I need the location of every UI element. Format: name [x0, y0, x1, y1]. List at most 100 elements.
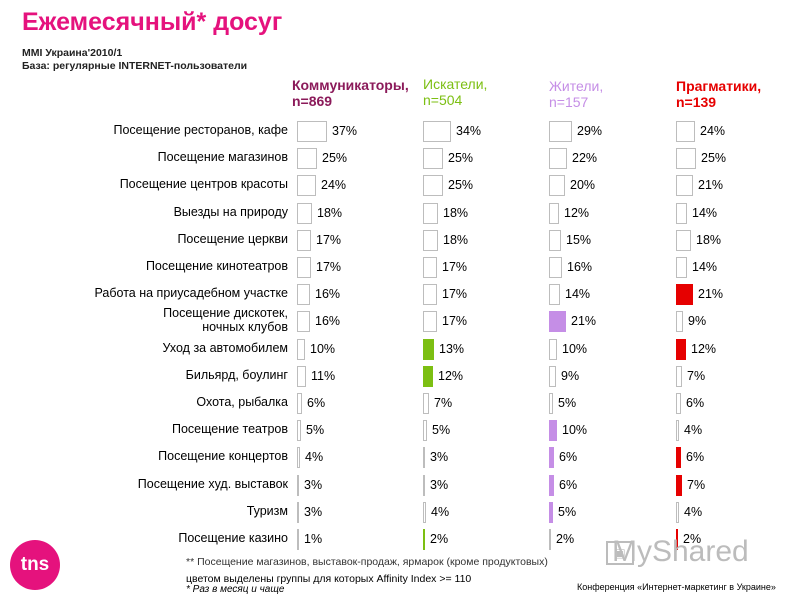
row-label: Посещение церкви: [177, 231, 288, 246]
bar: [297, 420, 301, 442]
bar: [423, 257, 437, 278]
bar: [549, 311, 566, 333]
bar: [549, 257, 562, 278]
bar: [423, 501, 426, 523]
row-label: Посещение казино: [178, 531, 288, 545]
value-label: 3%: [430, 477, 449, 492]
group-name: Прагматики,: [676, 78, 762, 94]
group-sample-size: n=157: [549, 94, 589, 110]
footnote-shops: ** Посещение магазинов, выставок-продаж,…: [186, 556, 548, 568]
value-label: 6%: [686, 396, 705, 410]
survey-base: База: регулярные INTERNET-пользователи: [22, 60, 248, 72]
bar: [423, 529, 425, 550]
bar: [297, 257, 311, 278]
value-label: 17%: [316, 232, 342, 247]
value-label: 7%: [434, 396, 453, 410]
bar: [549, 447, 554, 469]
bar: [423, 148, 443, 170]
value-label: 14%: [565, 287, 591, 302]
bar: [297, 501, 299, 523]
value-label: 17%: [442, 287, 468, 302]
row-label: Посещение худ. выставок: [137, 476, 288, 491]
bar: [297, 175, 316, 197]
group-header: Коммуникаторы, n=869: [292, 77, 409, 109]
bar: [423, 447, 425, 469]
value-label: 5%: [306, 423, 325, 438]
bar: [423, 365, 433, 387]
bar: [297, 311, 310, 333]
bar: [549, 420, 557, 442]
value-label: 20%: [570, 178, 596, 193]
value-label: 4%: [684, 504, 703, 519]
bar: [549, 148, 567, 170]
value-label: 18%: [317, 205, 343, 220]
group-header: Жители, n=157: [549, 78, 603, 110]
value-label: 21%: [698, 178, 724, 193]
value-label: 12%: [691, 341, 717, 356]
row-label: Туризм: [246, 503, 288, 518]
value-label: 5%: [558, 504, 577, 519]
value-label: 16%: [567, 260, 593, 274]
value-label: 11%: [311, 368, 336, 383]
bar: [549, 338, 557, 360]
value-label: 34%: [456, 124, 482, 138]
bar: [423, 229, 438, 251]
value-label: 18%: [696, 232, 722, 247]
value-label: 25%: [322, 151, 348, 166]
row-label: Посещение дискотек, ночных клубов: [163, 306, 288, 335]
value-label: 5%: [558, 396, 577, 410]
bar: [549, 529, 551, 550]
survey-source: MMI Украина'2010/1: [22, 47, 123, 59]
bar: [297, 284, 310, 306]
value-label: 29%: [577, 124, 603, 138]
row-label: Охота, рыбалка: [196, 395, 288, 409]
value-label: 3%: [430, 450, 449, 465]
value-label: 17%: [442, 260, 468, 274]
value-label: 9%: [688, 314, 707, 329]
row-label: Посещение концертов: [158, 449, 288, 464]
value-label: 6%: [559, 450, 578, 465]
bar: [297, 474, 299, 496]
group-header: Искатели, n=504: [423, 76, 487, 108]
value-label: 15%: [566, 232, 592, 247]
bar: [297, 148, 317, 170]
value-label: 10%: [310, 341, 336, 356]
bar: [676, 229, 691, 251]
value-label: 10%: [562, 423, 588, 438]
value-label: 2%: [556, 532, 575, 546]
bar: [676, 501, 679, 523]
bar: [423, 420, 427, 442]
bar: [676, 393, 681, 414]
value-label: 18%: [443, 205, 469, 220]
bar: [676, 257, 687, 278]
value-label: 4%: [305, 450, 324, 465]
value-label: 14%: [692, 205, 718, 220]
bar: [676, 175, 693, 197]
group-name: Искатели,: [423, 76, 488, 92]
value-label: 22%: [572, 151, 598, 166]
row-label: Посещение кинотеатров: [145, 259, 288, 273]
value-label: 12%: [438, 368, 464, 383]
row-label: Бильярд, боулинг: [185, 367, 288, 382]
bar: [423, 284, 437, 306]
bar: [676, 121, 695, 142]
bar: [549, 393, 553, 414]
watermark: MyShared: [612, 535, 749, 568]
bar: [297, 365, 306, 387]
value-label: 16%: [315, 287, 341, 302]
bar: [676, 474, 682, 496]
page-title: Ежемесячный* досуг: [22, 8, 283, 36]
bar: [297, 121, 327, 142]
bar: [549, 121, 572, 142]
bar: [297, 447, 300, 469]
value-label: 24%: [700, 124, 726, 138]
footnote-monthly: * Раз в месяц и чаще: [186, 584, 285, 595]
row-label: Выезды на природу: [173, 204, 288, 219]
value-label: 2%: [430, 532, 449, 546]
value-label: 17%: [316, 260, 342, 274]
row-label: Работа на приусадебном участке: [94, 286, 289, 301]
value-label: 37%: [332, 124, 358, 138]
value-label: 25%: [448, 151, 474, 166]
bar: [423, 393, 429, 414]
bar: [549, 474, 554, 496]
